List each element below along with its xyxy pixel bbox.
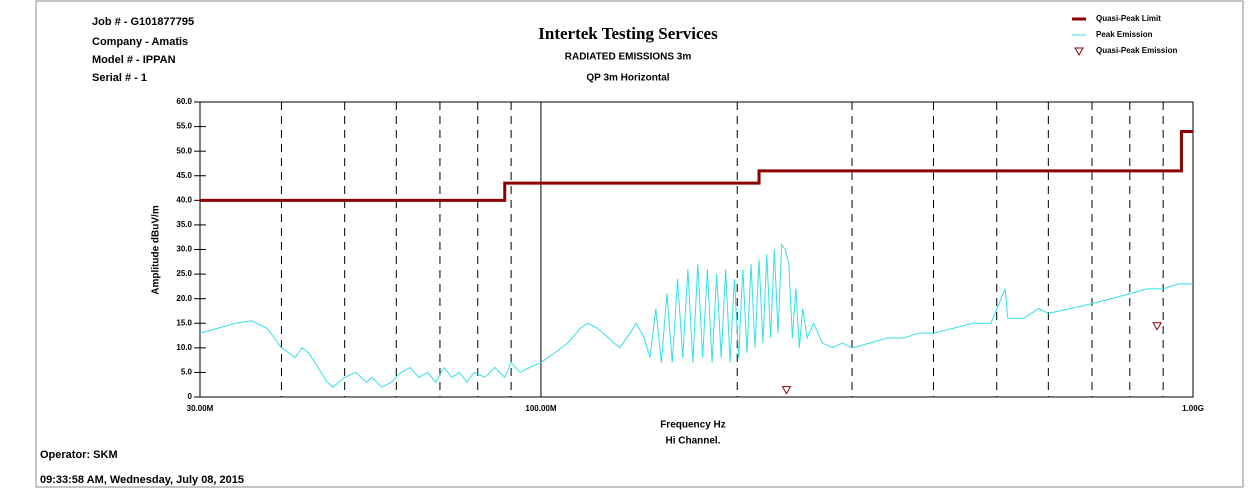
y-tick-label: 20.0 <box>176 294 192 303</box>
marker <box>781 386 792 395</box>
series-line <box>200 130 1193 202</box>
y-tick-label: 15.0 <box>176 318 192 327</box>
y-tick-label: 5.0 <box>181 368 193 377</box>
x-tick-label: 30.00M <box>187 404 214 413</box>
timestamp: 09:33:58 AM, Wednesday, July 08, 2015 <box>40 474 244 486</box>
y-tick-label: 25.0 <box>176 269 192 278</box>
y-tick-label: 60.0 <box>176 97 192 106</box>
serial: Serial # - 1 <box>92 72 147 84</box>
operator: Operator: SKM <box>40 449 118 461</box>
x-tick-label: 1.00G <box>1182 404 1204 413</box>
y-tick-label: 55.0 <box>176 122 192 131</box>
legend-label: Peak Emission <box>1096 30 1153 39</box>
legend-label: Quasi-Peak Emission <box>1096 46 1177 55</box>
model: Model # - IPPAN <box>92 54 176 66</box>
y-axis-label: Amplitude dBuV/m <box>151 205 162 295</box>
y-tick-label: 45.0 <box>176 171 192 180</box>
y-tick-label: 0 <box>188 392 193 401</box>
y-tick-label: 10.0 <box>176 343 192 352</box>
x-axis-label: Hi Channel. <box>665 436 720 447</box>
chart-title: Intertek Testing Services <box>538 24 718 43</box>
y-tick-label: 35.0 <box>176 220 192 229</box>
legend-swatch <box>1074 47 1084 57</box>
series-line <box>199 243 1193 388</box>
marker <box>1152 322 1162 331</box>
x-tick-label: 100.00M <box>525 404 556 413</box>
x-axis-label: Frequency Hz <box>660 420 726 431</box>
company: Company - Amatis <box>92 36 188 48</box>
job: Job # - G101877795 <box>92 16 194 28</box>
y-tick-label: 40.0 <box>176 195 192 204</box>
y-tick-label: 50.0 <box>176 146 192 155</box>
plot-area <box>199 101 1194 398</box>
subtitle: RADIATED EMISSIONS 3m <box>565 52 692 63</box>
frame <box>35 0 1244 488</box>
subtitle: QP 3m Horizontal <box>586 73 669 84</box>
legend-label: Quasi-Peak Limit <box>1096 14 1161 23</box>
y-tick-label: 30.0 <box>176 245 192 254</box>
